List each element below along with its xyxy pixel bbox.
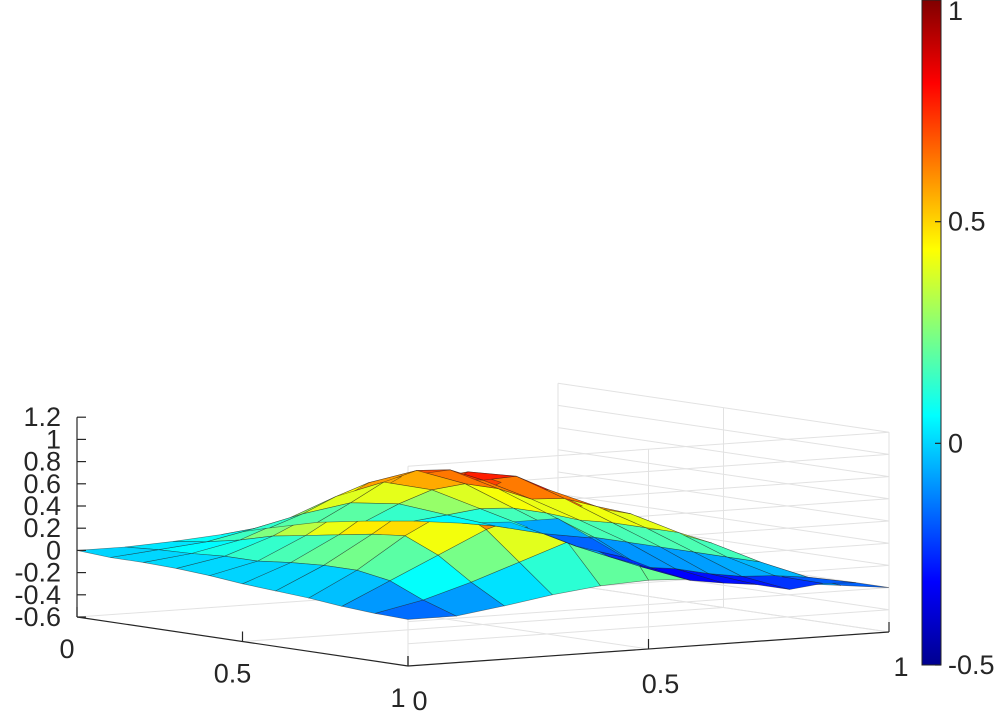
z-tick-label: 0.8 — [23, 447, 61, 477]
colorbar: -0.5 0 0.5 1 — [921, 0, 995, 680]
z-tick-label: -0.6 — [14, 602, 61, 632]
z-tick-label: -0.4 — [14, 580, 61, 610]
floor-gridline — [557, 582, 890, 633]
colorbar-tick-label: -0.5 — [948, 650, 995, 680]
surface-patch — [76, 546, 159, 558]
colorbar-tick-label: 1 — [948, 0, 963, 26]
x-tick-label: 0 — [412, 686, 427, 716]
z-tick-label: 0.4 — [23, 491, 61, 521]
axes-layer: -0.6-0.4-0.200.20.40.60.811.200.51 00.51 — [14, 402, 908, 716]
z-tick-label: 0 — [46, 535, 61, 565]
z-tick-label: 1 — [46, 424, 61, 454]
y-tick-label: 0 — [59, 634, 74, 664]
colorbar-tick-label: 0 — [948, 428, 963, 458]
x-tick-label: 1 — [893, 652, 908, 682]
y-tick-label: 0.5 — [214, 659, 252, 689]
z-tick-label: 0.2 — [23, 513, 61, 543]
z-tick-label: 0.6 — [23, 469, 61, 499]
surface-layer — [76, 469, 890, 620]
z-tick-label: 1.2 — [23, 402, 61, 432]
y-tick-label: 1 — [390, 683, 405, 713]
z-tick-label: -0.2 — [14, 558, 61, 588]
colorbar-tick-label: 0.5 — [948, 207, 986, 237]
colorbar-gradient — [921, 0, 942, 666]
x-tick-label: 0.5 — [642, 669, 680, 699]
